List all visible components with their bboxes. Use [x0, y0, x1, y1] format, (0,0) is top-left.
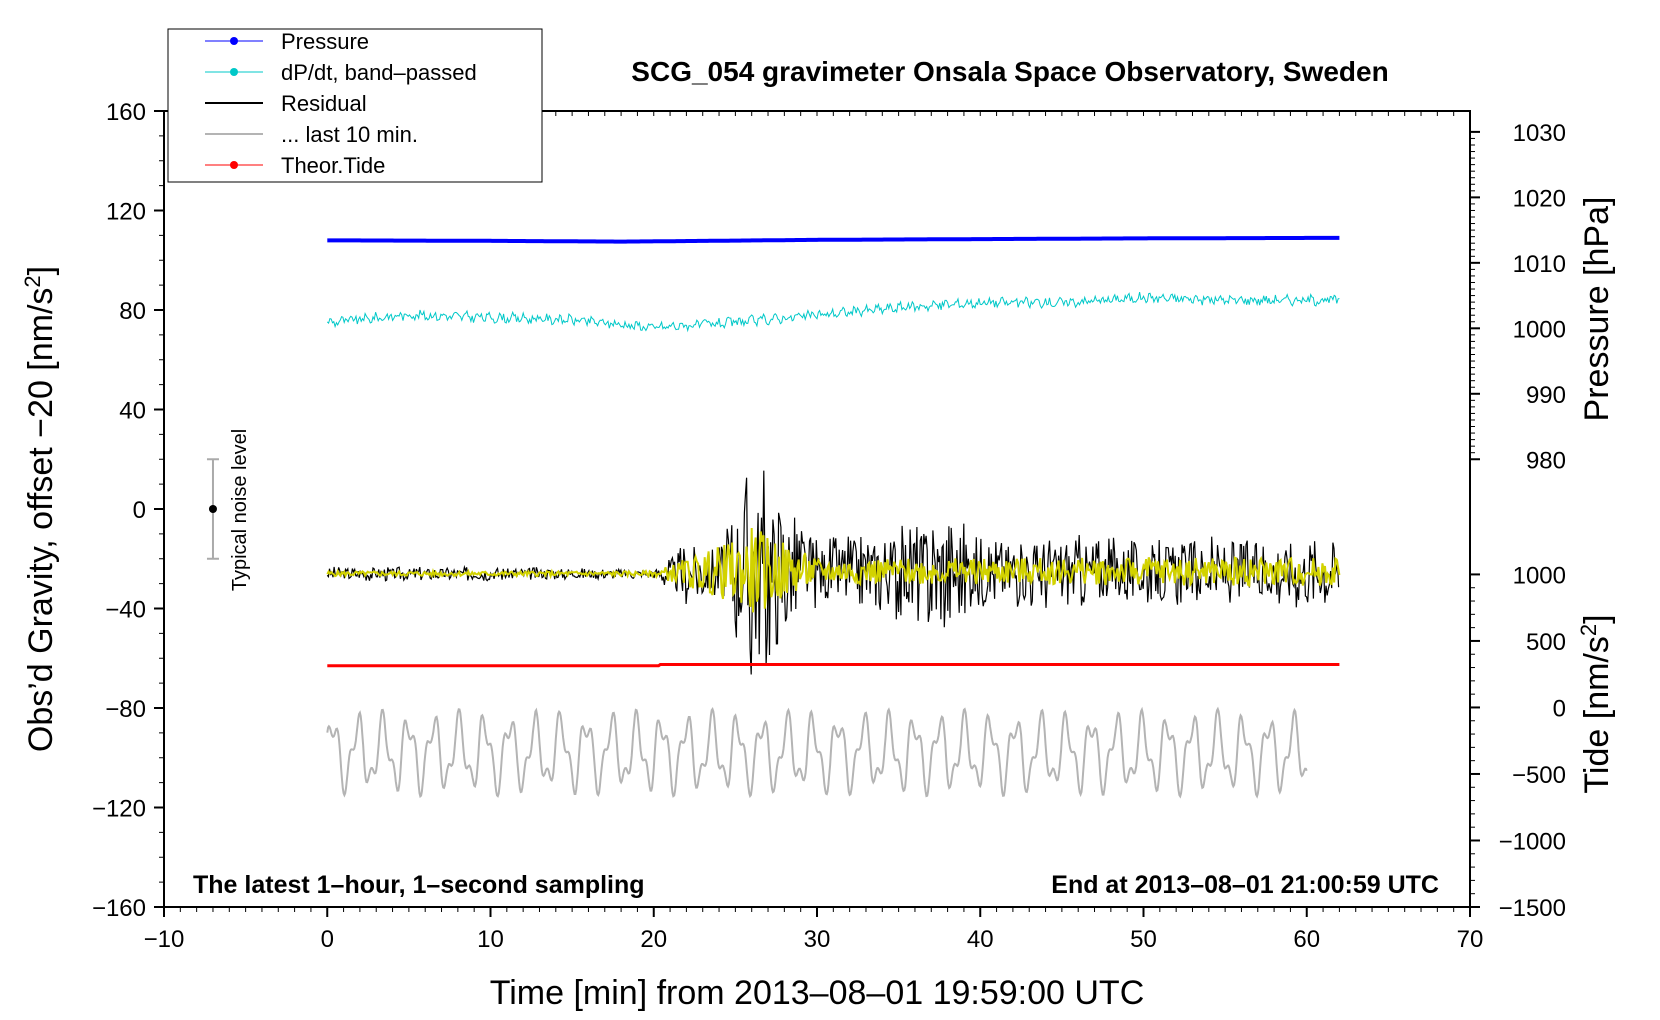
series-theoretical-tide	[327, 663, 1340, 668]
noise-bar-dot	[208, 505, 217, 513]
tide-axis-label: Tide [nm/s2]	[1576, 614, 1616, 793]
tide-tick-label: −1000	[1499, 828, 1566, 855]
legend-label: ... last 10 min.	[281, 122, 418, 147]
x-axis-ticks: −10 0 10 20 30 40 50 60 70	[144, 111, 1484, 953]
pressure-tick-label: 1000	[1513, 316, 1566, 343]
legend: Pressure dP/dt, band–passed Residual ... la…	[167, 28, 543, 183]
series-pressure	[327, 235, 1340, 244]
tide-axis-label-main: Tide [nm/s	[1578, 636, 1616, 793]
left-axis-label-main: Obs’d Gravity, offset −20 [nm/s	[22, 288, 60, 753]
tide-tick-label: 0	[1553, 695, 1566, 722]
tide-tick-label: 500	[1526, 629, 1566, 656]
pressure-tick-label: 1020	[1513, 185, 1566, 212]
legend-label: Theor.Tide	[281, 153, 385, 178]
legend-swatch-dot	[230, 161, 238, 169]
series-dpdt	[326, 291, 1340, 333]
pressure-tick-label: 990	[1526, 382, 1566, 409]
series-last-10-min	[326, 706, 1308, 799]
tide-axis-label-end: ]	[1578, 614, 1616, 623]
x-tick-label: 60	[1293, 926, 1320, 953]
x-tick-label: 10	[477, 926, 504, 953]
pressure-axis-ticks: 980 990 1000 1010 1020 1030	[1470, 120, 1566, 474]
y-tick-label: −160	[92, 895, 146, 922]
bottom-left-note: The latest 1–hour, 1–second sampling	[193, 871, 645, 899]
pressure-tick-label: 1030	[1513, 120, 1566, 147]
x-tick-label: 20	[640, 926, 667, 953]
x-tick-label: 50	[1130, 926, 1157, 953]
y-tick-label: 0	[133, 497, 146, 524]
y-tick-label: 120	[106, 199, 146, 226]
chart-title: SCG_054 gravimeter Onsala Space Observat…	[631, 56, 1388, 87]
y-tick-label: 160	[106, 99, 146, 126]
legend-label: Residual	[281, 91, 367, 116]
legend-box	[167, 28, 543, 183]
y-tick-label: −40	[105, 597, 146, 624]
x-tick-label: 70	[1457, 926, 1484, 953]
x-tick-label: 30	[804, 926, 831, 953]
legend-swatch-dot	[230, 37, 238, 45]
series-layer	[326, 235, 1341, 799]
x-tick-label: 0	[321, 926, 334, 953]
left-axis-label: Obs’d Gravity, offset −20 [nm/s2]	[20, 266, 60, 752]
legend-swatch-dot	[230, 68, 238, 76]
series-residual	[326, 470, 1340, 675]
legend-label: Pressure	[281, 29, 369, 54]
x-tick-label: −10	[144, 926, 185, 953]
noise-bar-label: Typical noise level	[229, 429, 251, 591]
tide-axis-ticks: −1500 −1000 −500 0 500 1000	[1470, 562, 1566, 922]
plot-frame	[163, 110, 1471, 908]
pressure-tick-label: 1010	[1513, 251, 1566, 278]
left-axis-ticks: −160 −120 −80 −40 0 40 80 120 160	[92, 99, 164, 922]
noise-bar	[206, 458, 219, 560]
bottom-right-note: End at 2013–08–01 21:00:59 UTC	[1051, 871, 1439, 899]
y-tick-label: −120	[92, 796, 146, 823]
y-tick-label: 80	[119, 298, 146, 325]
series-residual-smoothed	[326, 527, 1341, 613]
tide-tick-label: −500	[1512, 762, 1566, 789]
x-axis-label: Time [min] from 2013–08–01 19:59:00 UTC	[490, 974, 1145, 1012]
tide-tick-label: 1000	[1513, 562, 1566, 589]
legend-label: dP/dt, band–passed	[281, 60, 477, 85]
left-axis-label-end: ]	[22, 266, 60, 275]
pressure-axis-label: Pressure [hPa]	[1578, 197, 1616, 422]
left-axis-label-sup: 2	[20, 275, 45, 287]
pressure-tick-label: 980	[1526, 447, 1566, 474]
y-tick-label: 40	[119, 398, 146, 425]
y-tick-label: −80	[105, 696, 146, 723]
tide-axis-label-sup: 2	[1576, 624, 1601, 636]
x-tick-label: 40	[967, 926, 994, 953]
tide-tick-label: −1500	[1499, 895, 1566, 922]
